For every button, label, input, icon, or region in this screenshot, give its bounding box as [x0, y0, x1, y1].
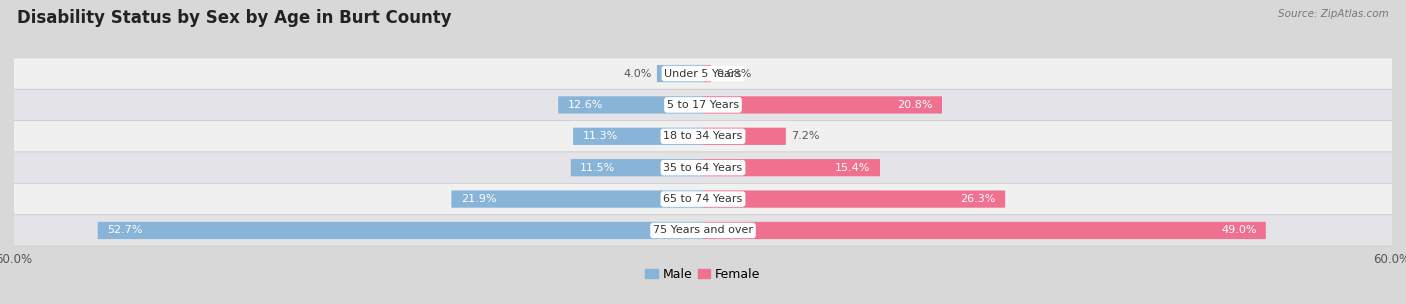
Text: Under 5 Years: Under 5 Years — [665, 68, 741, 78]
FancyBboxPatch shape — [703, 159, 880, 176]
Text: 52.7%: 52.7% — [107, 226, 142, 236]
Text: 35 to 64 Years: 35 to 64 Years — [664, 163, 742, 173]
Text: 11.3%: 11.3% — [582, 131, 617, 141]
FancyBboxPatch shape — [703, 65, 711, 82]
Text: 18 to 34 Years: 18 to 34 Years — [664, 131, 742, 141]
FancyBboxPatch shape — [14, 215, 1392, 246]
FancyBboxPatch shape — [14, 121, 1392, 152]
FancyBboxPatch shape — [703, 128, 786, 145]
Text: 12.6%: 12.6% — [568, 100, 603, 110]
Text: 26.3%: 26.3% — [960, 194, 995, 204]
FancyBboxPatch shape — [97, 222, 703, 239]
FancyBboxPatch shape — [451, 190, 703, 208]
FancyBboxPatch shape — [558, 96, 703, 114]
Text: 75 Years and over: 75 Years and over — [652, 226, 754, 236]
Text: 11.5%: 11.5% — [581, 163, 616, 173]
Text: 7.2%: 7.2% — [792, 131, 820, 141]
FancyBboxPatch shape — [14, 152, 1392, 183]
Text: 0.68%: 0.68% — [717, 68, 752, 78]
Text: 4.0%: 4.0% — [623, 68, 651, 78]
FancyBboxPatch shape — [703, 96, 942, 114]
Text: 15.4%: 15.4% — [835, 163, 870, 173]
FancyBboxPatch shape — [703, 222, 1265, 239]
FancyBboxPatch shape — [703, 190, 1005, 208]
FancyBboxPatch shape — [14, 58, 1392, 89]
FancyBboxPatch shape — [14, 183, 1392, 215]
Text: Source: ZipAtlas.com: Source: ZipAtlas.com — [1278, 9, 1389, 19]
FancyBboxPatch shape — [574, 128, 703, 145]
FancyBboxPatch shape — [657, 65, 703, 82]
FancyBboxPatch shape — [14, 89, 1392, 121]
FancyBboxPatch shape — [571, 159, 703, 176]
Text: 21.9%: 21.9% — [461, 194, 496, 204]
Text: 49.0%: 49.0% — [1220, 226, 1257, 236]
Legend: Male, Female: Male, Female — [641, 263, 765, 286]
Text: 65 to 74 Years: 65 to 74 Years — [664, 194, 742, 204]
Text: 20.8%: 20.8% — [897, 100, 932, 110]
Text: 5 to 17 Years: 5 to 17 Years — [666, 100, 740, 110]
Text: Disability Status by Sex by Age in Burt County: Disability Status by Sex by Age in Burt … — [17, 9, 451, 27]
